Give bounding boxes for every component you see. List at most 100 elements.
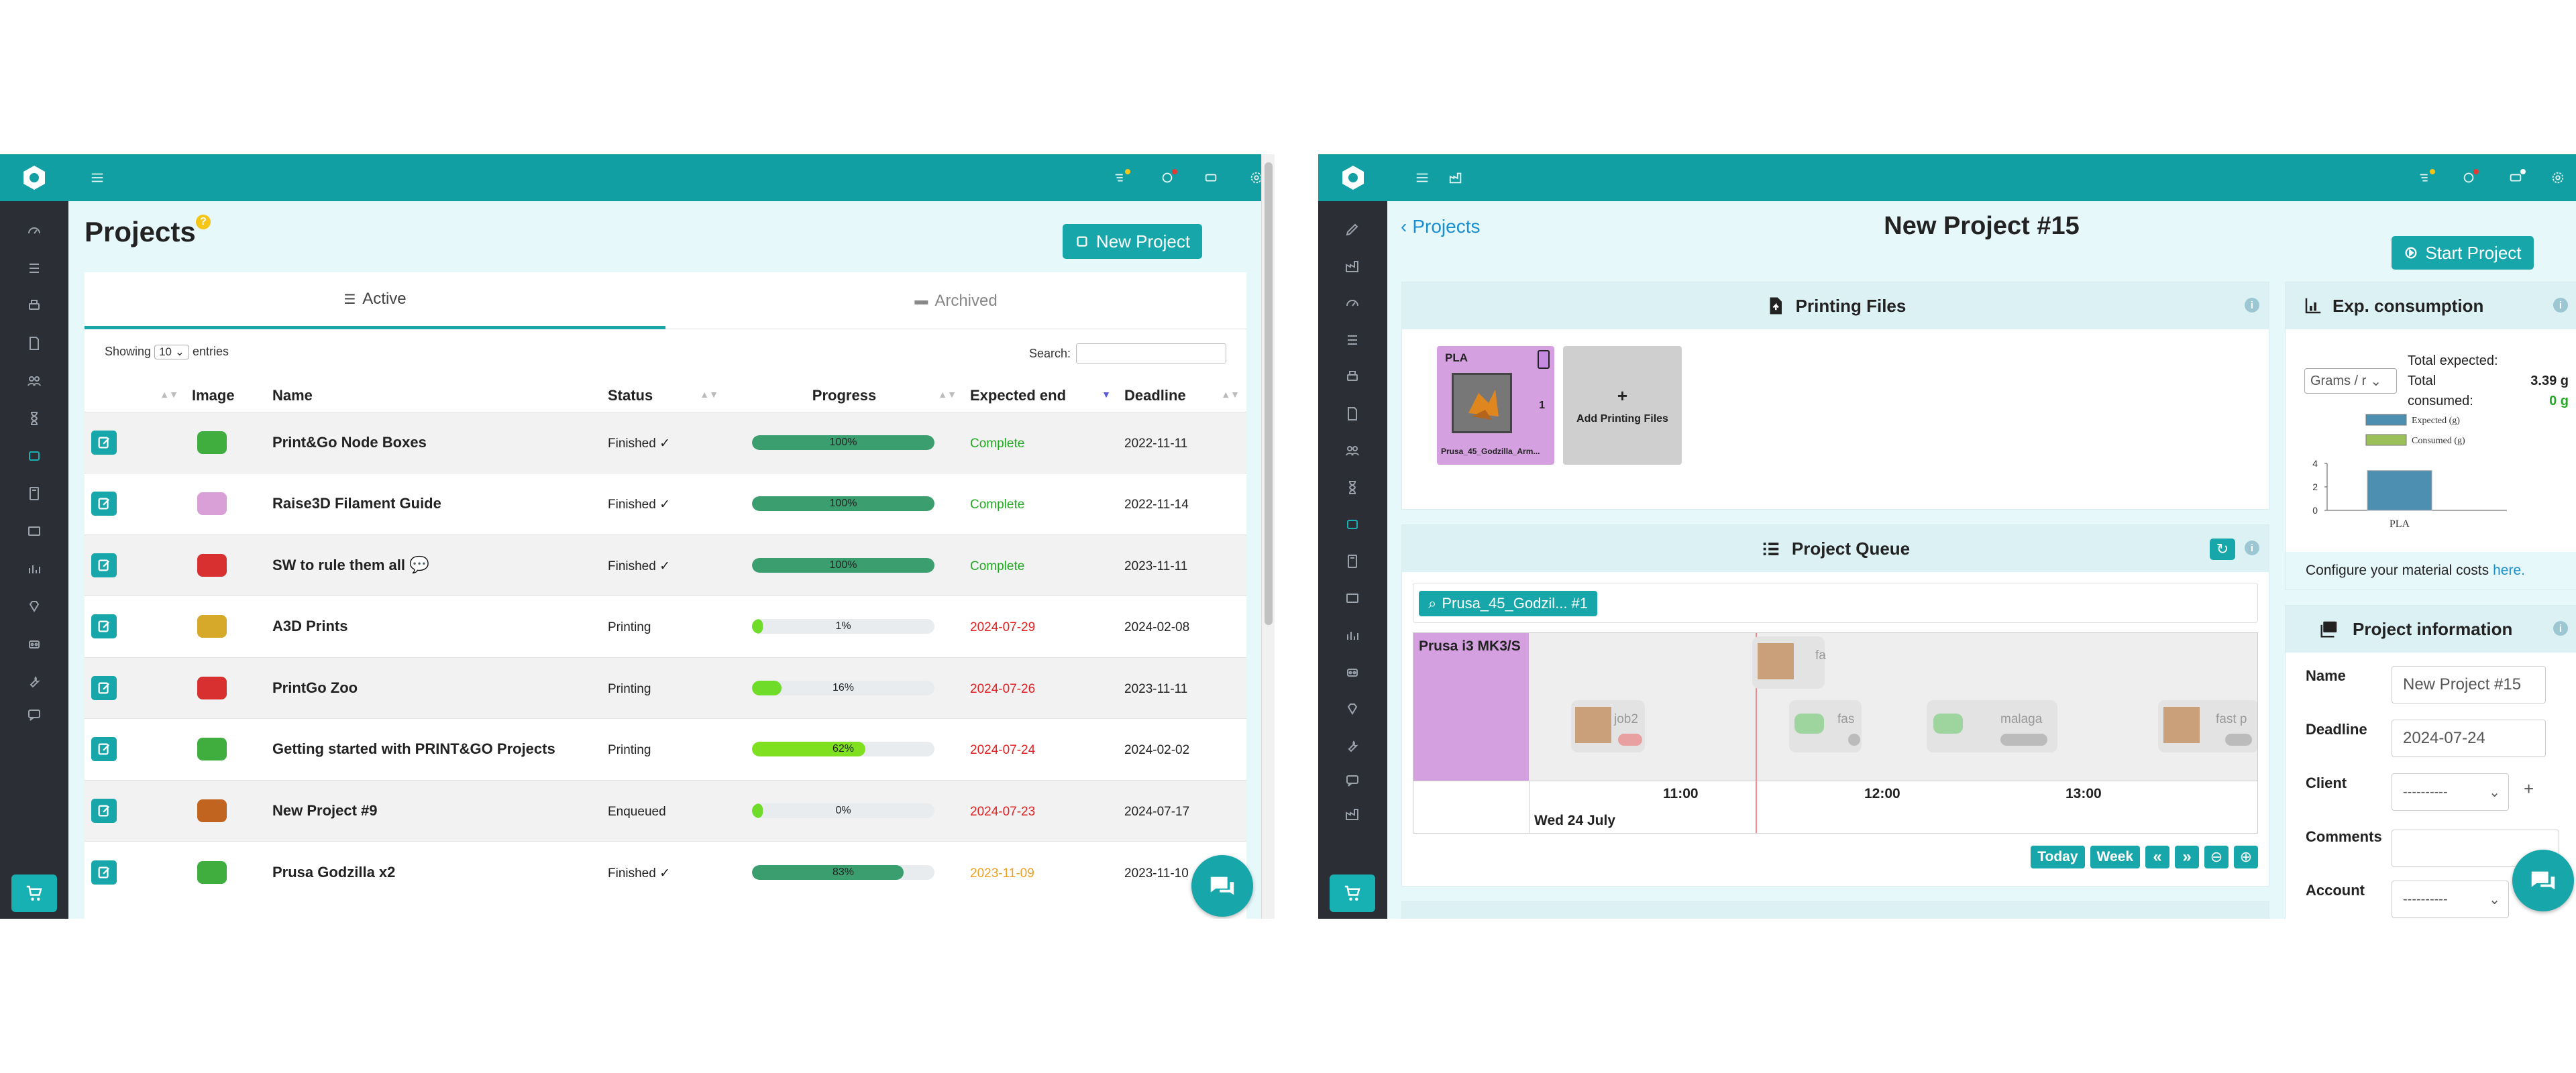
hamburger-menu-icon[interactable] [1412,168,1432,188]
back-to-projects-link[interactable]: ‹ Projects [1401,216,1480,237]
entries-select[interactable]: 10 ⌄ [154,345,189,359]
edit-icon[interactable] [91,675,117,700]
diamond-icon[interactable] [0,591,68,621]
factory-alt-icon[interactable] [1318,799,1387,829]
tab-active[interactable]: ☰ Active [85,272,665,329]
project-name[interactable]: Prusa Godzilla x2 [272,863,396,881]
search-input[interactable] [1076,343,1226,363]
add-client-button[interactable]: + [2524,779,2534,799]
printer-alert-icon[interactable] [2459,168,2479,188]
edit-icon[interactable] [91,492,117,516]
printing-file-card[interactable]: PLA 1 Prusa_45_Godzilla_Arm... [1437,346,1554,465]
project-name[interactable]: SW to rule them all [272,557,406,574]
job-block[interactable]: fast p [2158,700,2257,752]
users-icon[interactable] [1318,436,1387,465]
project-name[interactable]: Getting started with PRINT&GO Projects [272,740,555,758]
project-name[interactable]: PrintGo Zoo [272,679,358,696]
info-icon[interactable]: i [2245,298,2259,313]
printers-icon[interactable] [0,291,68,321]
files-icon[interactable] [0,329,68,358]
project-name[interactable]: Print&Go Node Boxes [272,433,427,451]
edit-icon[interactable] [91,614,117,639]
info-icon[interactable]: i [2245,541,2259,555]
table-row[interactable]: Print&Go Node Boxes Finished ✓ 100% Complet… [85,411,1246,473]
edit-icon[interactable] [91,553,117,577]
users-icon[interactable] [0,366,68,396]
help-badge[interactable]: ? [196,215,211,229]
stats-icon[interactable] [1318,620,1387,650]
queue-icon[interactable] [1318,325,1387,355]
unit-select[interactable]: Grams / r ⌄ [2304,368,2397,394]
start-project-button[interactable]: Start Project [2392,236,2534,270]
factory-icon[interactable] [1446,168,1466,188]
table-row[interactable]: SW to rule them all 💬 Finished ✓ 100% Compl… [85,534,1246,596]
wrench-icon[interactable] [0,667,68,696]
settings-gear-icon[interactable] [2548,168,2568,188]
printer-alert-icon[interactable] [1157,168,1177,188]
messages-icon[interactable] [0,700,68,730]
app-logo-icon[interactable] [1318,154,1387,201]
table-row[interactable]: Raise3D Filament Guide Finished ✓ 100% Comp… [85,473,1246,534]
prev-button[interactable]: « [2145,846,2169,868]
projects-icon[interactable] [0,441,68,471]
robot-icon[interactable] [1318,657,1387,687]
deadline-input[interactable]: 2024-07-24 [2392,720,2546,757]
col-name[interactable]: Name [266,380,601,412]
dashboard-icon[interactable] [0,216,68,245]
calculator-icon[interactable] [0,479,68,508]
shop-cart-button[interactable] [11,874,57,912]
col-expected-end[interactable]: Expected end ▼ [970,386,1111,404]
next-button[interactable]: » [2175,846,2199,868]
stats-icon[interactable] [0,554,68,583]
queue-icon[interactable] [0,253,68,283]
job-block[interactable]: malaga [1927,700,2057,752]
refresh-icon[interactable]: ↻ [2210,539,2235,560]
gallery-icon[interactable] [1318,583,1387,613]
printers-icon[interactable] [1318,362,1387,392]
table-row[interactable]: PrintGo Zoo Printing 16% 2024-07-26 2023-11-… [85,657,1246,719]
calculator-icon[interactable] [1318,547,1387,576]
edit-icon[interactable] [91,798,117,823]
chat-button[interactable] [1191,855,1253,917]
col-edit[interactable]: ▲▼ [160,389,178,400]
info-icon[interactable]: i [2553,621,2568,636]
new-project-button[interactable]: New Project [1063,224,1202,259]
hourglass-icon[interactable] [0,404,68,433]
edit-icon[interactable] [91,430,117,455]
devices-icon[interactable] [1201,168,1221,188]
job-block[interactable]: fa [1752,636,1826,689]
edit-icon[interactable] [1318,215,1387,244]
messages-icon[interactable] [1318,766,1387,795]
factory-icon[interactable] [1318,251,1387,281]
robot-icon[interactable] [0,629,68,659]
job-block[interactable]: job2 [1571,700,1645,752]
notifications-list-icon[interactable] [1110,168,1130,188]
col-progress[interactable]: Progress ▲▼ [812,386,957,404]
client-select[interactable]: ---------- ⌄ [2392,773,2509,811]
notifications-list-icon[interactable] [2415,168,2435,188]
shop-cart-button[interactable] [1330,874,1375,912]
col-deadline[interactable]: Deadline ▲▼ [1124,386,1240,404]
table-row[interactable]: Getting started with PRINT&GO Projects Pr… [85,718,1246,780]
wrench-icon[interactable] [1318,731,1387,760]
gallery-icon[interactable] [0,516,68,546]
project-name[interactable]: New Project #9 [272,801,378,819]
app-logo-icon[interactable] [0,154,68,201]
info-icon[interactable]: i [2553,298,2568,313]
table-row[interactable]: A3D Prints Printing 1% 2024-07-29 2024-02-08 [85,596,1246,657]
vertical-scrollbar[interactable] [1261,154,1275,919]
devices-icon[interactable] [2506,168,2526,188]
edit-icon[interactable] [91,737,117,762]
add-printing-files-button[interactable]: + Add Printing Files [1563,346,1682,465]
tab-archived[interactable]: ▬ Archived [665,272,1246,329]
table-row[interactable]: Prusa Godzilla x2 Finished ✓ 83% 2023-11-09… [85,841,1246,903]
col-status[interactable]: Status ▲▼ [608,386,718,404]
comments-icon[interactable]: 💬 [409,556,430,575]
zoom-out-icon[interactable]: ⊖ [2204,846,2229,868]
project-name[interactable]: A3D Prints [272,618,348,635]
diamond-icon[interactable] [1318,694,1387,724]
dashboard-icon[interactable] [1318,288,1387,318]
account-select[interactable]: ---------- ⌄ [2392,881,2509,918]
name-input[interactable]: New Project #15 [2392,666,2546,703]
projects-icon[interactable] [1318,510,1387,539]
